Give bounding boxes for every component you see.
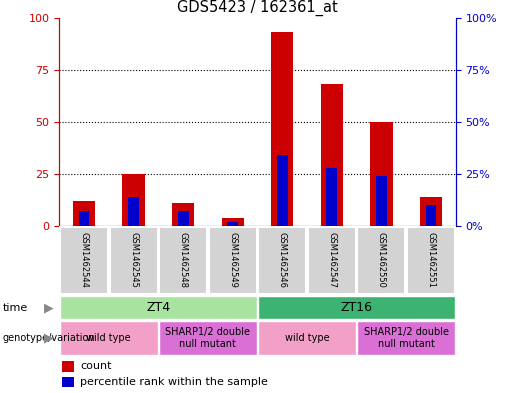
Bar: [420, 197, 442, 226]
Bar: [327, 168, 337, 226]
FancyBboxPatch shape: [357, 227, 405, 294]
FancyBboxPatch shape: [308, 227, 356, 294]
Bar: [277, 155, 288, 226]
Bar: [123, 174, 145, 226]
Title: GDS5423 / 162361_at: GDS5423 / 162361_at: [177, 0, 338, 17]
Text: GSM1462549: GSM1462549: [228, 232, 237, 288]
FancyBboxPatch shape: [259, 296, 455, 319]
Bar: [425, 205, 436, 226]
Bar: [178, 211, 188, 226]
Bar: [370, 122, 392, 226]
FancyBboxPatch shape: [259, 227, 306, 294]
Text: ▶: ▶: [44, 301, 54, 314]
Text: GSM1462551: GSM1462551: [426, 232, 436, 288]
Bar: [227, 222, 238, 226]
Bar: [73, 201, 95, 226]
Bar: [128, 197, 139, 226]
Text: ZT16: ZT16: [340, 301, 373, 314]
FancyBboxPatch shape: [407, 227, 455, 294]
Bar: [271, 32, 294, 226]
FancyBboxPatch shape: [60, 296, 256, 319]
Text: genotype/variation: genotype/variation: [3, 333, 95, 343]
Text: ▶: ▶: [44, 331, 54, 345]
Text: wild type: wild type: [285, 333, 330, 343]
Bar: [321, 84, 343, 226]
FancyBboxPatch shape: [259, 321, 356, 354]
Text: count: count: [80, 361, 112, 371]
Bar: [62, 361, 74, 372]
Bar: [79, 211, 90, 226]
Text: GSM1462547: GSM1462547: [328, 232, 336, 288]
Text: GSM1462544: GSM1462544: [79, 232, 89, 288]
Text: GSM1462550: GSM1462550: [377, 232, 386, 288]
FancyBboxPatch shape: [60, 227, 108, 294]
FancyBboxPatch shape: [159, 321, 256, 354]
FancyBboxPatch shape: [60, 321, 158, 354]
Text: SHARP1/2 double
null mutant: SHARP1/2 double null mutant: [165, 327, 250, 349]
Bar: [62, 377, 74, 387]
Text: GSM1462548: GSM1462548: [179, 232, 187, 288]
Text: GSM1462545: GSM1462545: [129, 232, 138, 288]
Text: wild type: wild type: [87, 333, 131, 343]
FancyBboxPatch shape: [357, 321, 455, 354]
Bar: [172, 203, 194, 226]
Bar: [376, 176, 387, 226]
FancyBboxPatch shape: [209, 227, 256, 294]
Text: time: time: [3, 303, 28, 312]
Text: percentile rank within the sample: percentile rank within the sample: [80, 377, 268, 387]
Text: SHARP1/2 double
null mutant: SHARP1/2 double null mutant: [364, 327, 449, 349]
FancyBboxPatch shape: [110, 227, 158, 294]
Bar: [221, 218, 244, 226]
Text: ZT4: ZT4: [146, 301, 170, 314]
Text: GSM1462546: GSM1462546: [278, 232, 287, 288]
FancyBboxPatch shape: [159, 227, 207, 294]
